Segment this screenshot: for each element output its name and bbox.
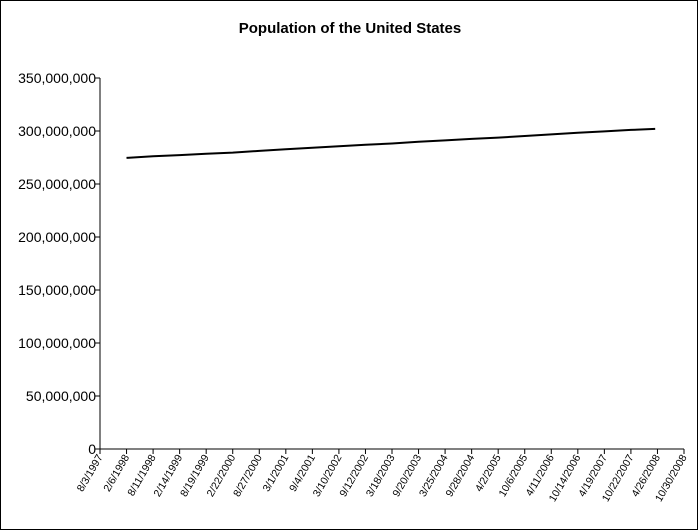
series-line [126,127,656,159]
y-tick-label: 150,000,000 [18,282,96,298]
y-tick-label: 250,000,000 [18,176,96,192]
y-tick-label: 100,000,000 [18,335,96,351]
y-axis-ticks: 0 50,000,000 100,000,000 150,000,000 200,000… [18,70,100,457]
y-tick-label: 0 [88,441,96,457]
y-tick-label: 200,000,000 [18,229,96,245]
y-tick-label: 50,000,000 [26,388,96,404]
series-group [126,127,656,159]
y-tick-label: 350,000,000 [18,70,96,86]
x-axis-ticks: 8/3/19972/6/19988/11/19982/14/19998/19/1… [75,449,690,504]
y-tick-label: 300,000,000 [18,123,96,139]
chart-title: Population of the United States [239,20,462,37]
